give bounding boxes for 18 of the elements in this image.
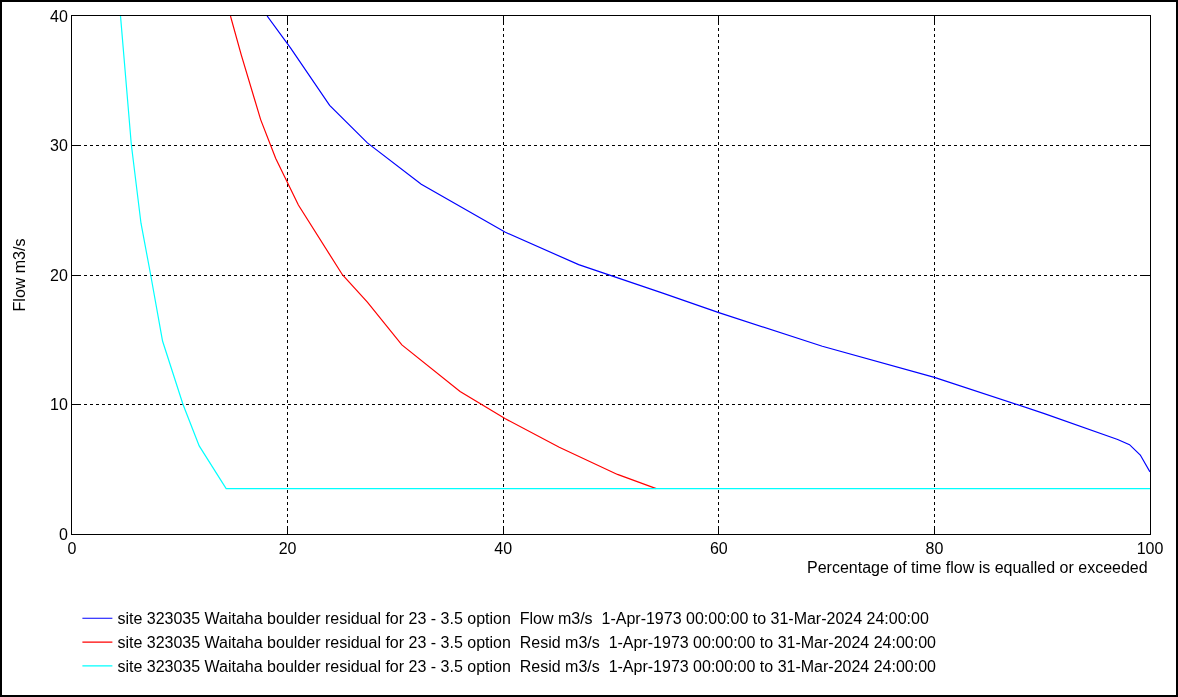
legend-label: site 323035 Waitaha boulder residual for 23 - 3.5 option Resid m3/s 1-Apr-1973 00:00:00 to 31-Mar-2024 24:00:00 <box>117 634 937 652</box>
line-series <box>119 16 1150 490</box>
y-tick-label: 0 <box>58 525 68 543</box>
y-axis-title: Flow m3/s <box>10 238 28 312</box>
legend-label: site 323035 Waitaha boulder residual for 23 - 3.5 option Flow m3/s 1-Apr-1973 00:00:00 to 31-Mar-2024 24:00:00 <box>117 610 929 628</box>
y-tick-label: 40 <box>50 7 68 25</box>
line-series <box>266 16 1150 473</box>
x-axis-title: Percentage of time flow is equalled or exceeded <box>807 559 1148 576</box>
y-tick-label: 10 <box>50 396 68 414</box>
y-tick-label: 30 <box>50 137 68 155</box>
x-tick-label: 20 <box>278 540 297 558</box>
x-tick-label: 40 <box>494 540 513 558</box>
legend-label: site 323035 Waitaha boulder residual for 23 - 3.5 option Resid m3/s 1-Apr-1973 00:00:00 to 31-Mar-2024 24:00:00 <box>117 658 937 676</box>
y-tick-label: 20 <box>50 266 68 284</box>
x-tick-label: 100 <box>1136 540 1164 558</box>
x-tick-label: 80 <box>925 540 944 558</box>
x-tick-label: 60 <box>709 540 728 558</box>
line-series <box>229 16 657 490</box>
